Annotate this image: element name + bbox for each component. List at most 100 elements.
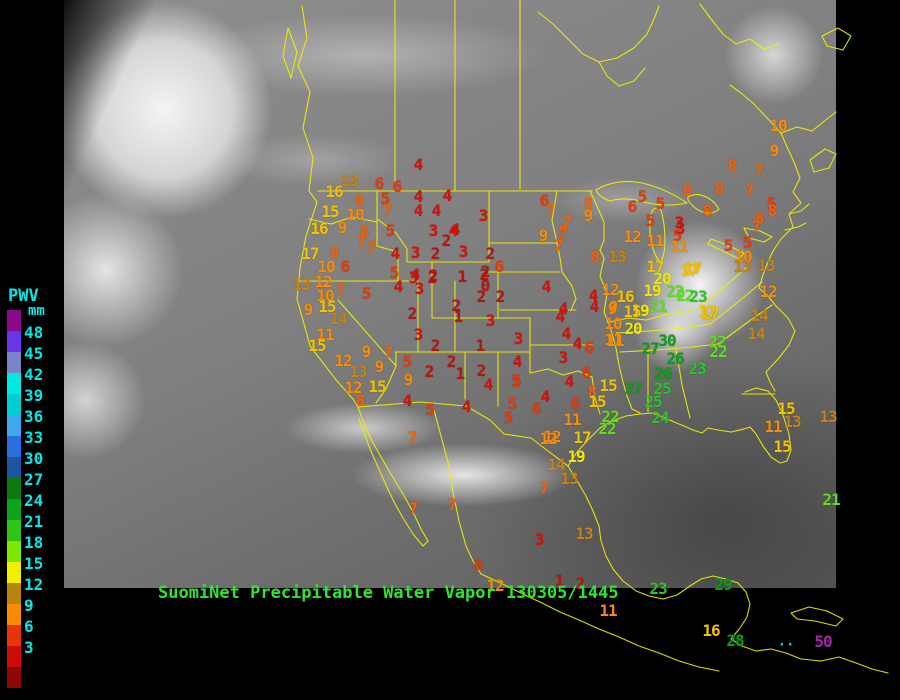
station-value: 9	[608, 297, 619, 317]
station-value: 9	[607, 299, 618, 319]
station-value: 3	[675, 219, 686, 239]
legend-label: 39	[24, 386, 44, 405]
station-value: 13	[608, 247, 626, 267]
station-value: 17	[698, 302, 716, 322]
station-value: 1	[475, 336, 486, 356]
station-value: 2	[479, 265, 490, 285]
mississippi-river	[589, 190, 641, 414]
station-value: 26	[654, 364, 672, 384]
station-value: 2	[430, 336, 441, 356]
station-value: 2	[480, 262, 491, 282]
station-value: 17	[301, 244, 319, 264]
newfoundland	[821, 27, 852, 51]
station-value: 8	[354, 191, 365, 211]
station-value: 5	[361, 284, 372, 304]
station-value: 3	[513, 329, 524, 349]
station-value: 4	[402, 391, 413, 411]
station-value: 9	[583, 206, 594, 226]
station-value: 2	[430, 244, 441, 264]
quebec-coast	[699, 3, 779, 50]
legend-label: 3	[24, 638, 34, 657]
station-value: 8	[727, 156, 738, 176]
legend-swatch	[7, 646, 21, 667]
station-value: 22	[598, 419, 616, 439]
station-value: 12	[601, 280, 619, 300]
station-value: 2	[451, 296, 462, 316]
legend-label: 27	[24, 470, 44, 489]
station-value: 15	[777, 399, 795, 419]
station-value: 8	[329, 243, 340, 263]
station-value: 9	[538, 226, 549, 246]
station-value: 7	[382, 201, 393, 221]
station-value: 12	[623, 227, 641, 247]
station-value: 24	[651, 408, 669, 428]
station-value: 30	[658, 331, 676, 351]
station-value: 6	[581, 363, 592, 383]
station-value: 8	[590, 247, 601, 267]
maritimes	[729, 84, 837, 179]
legend-label: 36	[24, 407, 44, 426]
station-value: 6	[473, 555, 484, 575]
mexico-pacific-coast	[433, 409, 720, 672]
station-value: 7	[407, 428, 418, 448]
station-value: 15	[321, 202, 339, 222]
station-value: 7	[562, 212, 573, 232]
florida	[734, 387, 792, 464]
station-value: 7	[447, 495, 458, 515]
central-america-coast	[730, 638, 889, 674]
station-value: 5	[672, 226, 683, 246]
station-value: 6	[570, 394, 581, 414]
station-value: 15	[599, 376, 617, 396]
station-value: 6	[494, 257, 505, 277]
station-value: 6	[374, 174, 385, 194]
station-value: 4	[589, 297, 600, 317]
station-value: 3	[485, 311, 496, 331]
station-value: 4	[561, 324, 572, 344]
station-value: 15	[623, 302, 641, 322]
legend-swatch	[7, 436, 21, 457]
legend-swatch	[7, 667, 21, 688]
station-value: 4	[413, 155, 424, 175]
station-value: 17	[573, 428, 591, 448]
station-value: 12	[486, 576, 504, 596]
station-value: 10	[316, 286, 334, 306]
station-value: 2	[428, 266, 439, 286]
station-value: 2	[424, 362, 435, 382]
station-value: 5	[511, 371, 522, 391]
station-value: 6	[627, 197, 638, 217]
station-value: 5	[723, 236, 734, 256]
station-value: 7	[356, 232, 367, 252]
station-value: 16	[616, 287, 634, 307]
station-value: 7	[383, 343, 394, 363]
west-coast	[296, 190, 359, 408]
station-value: 5	[507, 394, 518, 414]
legend-units: mm	[28, 303, 45, 319]
station-value: 8	[754, 209, 765, 229]
station-value: 11	[764, 417, 782, 437]
station-value: 13	[819, 407, 837, 427]
station-value: 5	[655, 194, 666, 214]
station-value: 3	[410, 243, 421, 263]
station-value: 12	[543, 427, 561, 447]
station-value: 11	[599, 601, 617, 621]
station-value: 13	[783, 412, 801, 432]
gulf-coast	[567, 412, 745, 467]
western-state-borders	[296, 190, 531, 407]
station-value: 3	[478, 206, 489, 226]
station-value: 21	[822, 490, 840, 510]
us-mexico-border	[357, 401, 569, 467]
station-value: 7	[545, 201, 556, 221]
station-value: 4	[541, 277, 552, 297]
station-value: 4	[448, 221, 459, 241]
legend-label: 42	[24, 365, 44, 384]
station-value: 8	[359, 222, 370, 242]
station-value: 19	[643, 281, 661, 301]
station-value: 14	[750, 306, 768, 326]
station-value: 10	[734, 247, 752, 267]
station-value: 8	[587, 382, 598, 402]
station-value: 8	[682, 181, 693, 201]
legend-swatch	[7, 583, 21, 604]
legend-swatch	[7, 604, 21, 625]
station-value: 4	[461, 397, 472, 417]
